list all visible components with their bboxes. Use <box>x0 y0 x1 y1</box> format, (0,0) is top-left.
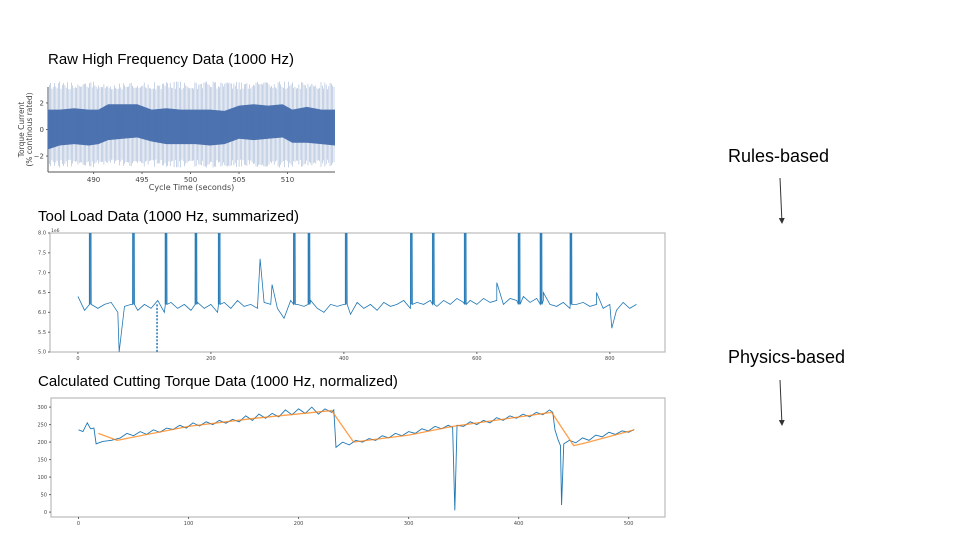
tool-load-spike <box>132 233 135 305</box>
x-tick-label: 0 <box>76 356 79 362</box>
tool-load-spike <box>431 233 435 305</box>
rules-based-label: Rules-based <box>728 146 830 166</box>
tool-load-title: Tool Load Data (1000 Hz, summarized) <box>38 208 299 225</box>
y-tick-label: 0 <box>40 126 44 134</box>
tool-load-spike <box>217 233 221 305</box>
physics-arrow-icon <box>778 379 785 426</box>
tool-load-spike <box>517 233 521 305</box>
tool-load-spike <box>293 233 296 305</box>
plot-area <box>77 233 637 352</box>
x-tick-label: 500 <box>624 521 634 527</box>
y-tick-label: 2 <box>40 99 44 107</box>
tool-load-spike <box>569 233 573 305</box>
cutting-torque-title: Calculated Cutting Torque Data (1000 Hz,… <box>38 373 398 390</box>
tool-load-spike <box>164 233 168 305</box>
plot-frame <box>50 397 666 518</box>
y-tick-label: 250 <box>37 422 47 428</box>
x-tick-label: 490 <box>87 176 100 184</box>
y-tick-label: 7.5 <box>38 251 46 257</box>
x-tick-label: 800 <box>605 356 615 362</box>
y-tick-label: 200 <box>37 440 47 446</box>
tool-load-spike <box>194 233 198 305</box>
fitted-torque-line <box>98 409 635 447</box>
y-tick-label: 150 <box>37 457 47 463</box>
y-tick-label: 50 <box>41 492 47 498</box>
y-tick-label: 8.0 <box>38 231 46 237</box>
y-axis-label-line: (% continous rated) <box>25 92 34 166</box>
x-tick-label: 500 <box>184 176 197 184</box>
physics-based-label: Physics-based <box>728 347 846 367</box>
tool-load-spike <box>344 233 348 305</box>
y-tick-label: 6.0 <box>38 310 46 316</box>
tool-load-spike <box>539 233 543 305</box>
tool-load-spike <box>463 233 467 305</box>
y-tick-label: 0 <box>44 510 47 516</box>
plot-area <box>78 406 635 511</box>
x-axis-label: Cycle Time (seconds) <box>149 183 234 192</box>
tool-load-line <box>77 233 637 352</box>
tool-load-spike <box>410 233 413 305</box>
y-axis-label: Torque Current(% continous rated) <box>17 92 34 166</box>
y-tick-label: 300 <box>37 405 47 411</box>
x-tick-label: 400 <box>514 521 524 527</box>
y-axis-label-line: Torque Current <box>17 102 26 159</box>
x-tick-label: 200 <box>206 356 216 362</box>
x-tick-label: 505 <box>232 176 245 184</box>
tool-load-spike <box>88 233 92 305</box>
y-tick-label: −2 <box>34 152 44 160</box>
x-tick-label: 600 <box>472 356 482 362</box>
y-tick-label: 7.0 <box>38 270 46 276</box>
x-tick-label: 100 <box>184 521 194 527</box>
y-tick-label: 5.5 <box>38 330 46 336</box>
x-tick-label: 510 <box>281 176 294 184</box>
y-tick-label: 100 <box>37 475 47 481</box>
raw-data-chart: 490 495 500 505 510 −2 0 2 Cycle Time (seconds) T… <box>17 81 335 192</box>
offset-label: 1e6 <box>51 228 60 234</box>
rules-arrow-icon <box>778 177 785 224</box>
cutting-torque-chart: 0 100 200 300 400 500 0 50 100 150 200 250 300 <box>37 397 666 527</box>
x-tick-label: 200 <box>294 521 304 527</box>
x-tick-label: 300 <box>404 521 414 527</box>
y-tick-label: 6.5 <box>38 290 46 296</box>
cutting-torque-line <box>78 406 635 511</box>
x-tick-label: 495 <box>135 176 148 184</box>
plot-frame <box>49 232 666 353</box>
y-tick-label: 5.0 <box>38 350 46 356</box>
x-tick-label: 400 <box>339 356 349 362</box>
tool-load-chart: 0 200 400 600 800 5.0 5.5 6.0 6.5 7.0 7.5 8.0 1e6 <box>38 228 666 362</box>
raw-data-title: Raw High Frequency Data (1000 Hz) <box>48 51 294 68</box>
tool-load-spike <box>307 233 311 305</box>
x-tick-label: 0 <box>77 521 80 527</box>
